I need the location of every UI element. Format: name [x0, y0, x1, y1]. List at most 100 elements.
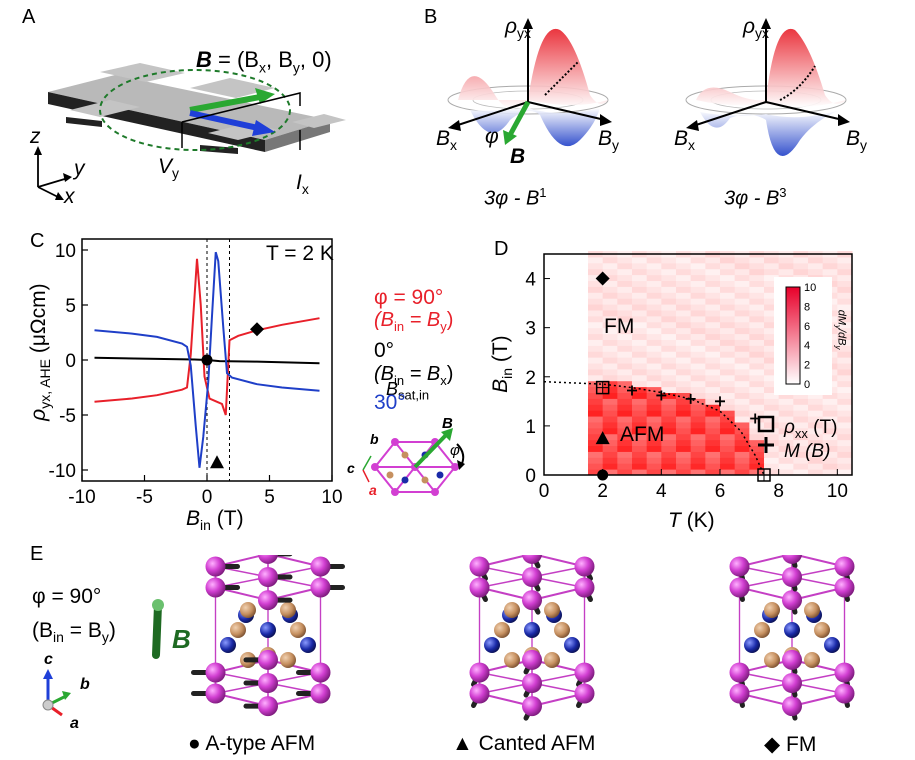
panel-b-surfaces	[447, 18, 850, 156]
heat-cell	[822, 262, 838, 270]
heat-cell	[837, 363, 853, 370]
heat-cell	[632, 433, 648, 441]
e-bin-d: y	[101, 629, 109, 646]
heat-cell	[676, 280, 692, 287]
heat-cell	[778, 469, 794, 476]
l0-b: in	[394, 373, 405, 388]
heat-cell	[749, 392, 765, 399]
heat-cell	[764, 445, 780, 452]
b-right-bx-sub: x	[688, 137, 696, 154]
b-left-rho-sub: yx	[517, 25, 532, 42]
heat-cell	[676, 386, 692, 393]
heat-cell	[588, 327, 604, 335]
heat-cell	[734, 457, 750, 464]
heat-cell	[720, 433, 736, 441]
magenta-atom	[258, 567, 278, 587]
heat-cell	[837, 392, 853, 399]
heat-cell	[749, 469, 765, 476]
heat-cell	[808, 421, 824, 429]
heat-cell	[602, 327, 618, 335]
heat-cell	[749, 439, 765, 447]
cb-db: /dB	[835, 328, 848, 346]
heat-cell	[720, 398, 736, 405]
heat-cell	[734, 256, 750, 264]
heat-cell	[632, 351, 648, 358]
heat-cell	[720, 421, 736, 429]
brown-atom	[804, 602, 820, 618]
heat-cell	[676, 286, 692, 293]
voltage-label: Vy	[158, 156, 179, 180]
heat-cell	[705, 321, 721, 329]
blue-atom	[524, 622, 540, 638]
magenta-atom	[310, 556, 331, 577]
heat-cell	[764, 268, 780, 276]
heat-cell	[588, 445, 604, 452]
legend-90: φ = 90°	[374, 286, 444, 309]
b-right-bx-sym: B	[674, 127, 689, 150]
heat-cell	[632, 309, 648, 317]
l90-d: y	[440, 319, 447, 334]
b-right-caption: 3φ - B3	[724, 186, 787, 209]
brown-atom	[754, 622, 770, 638]
heat-cell	[793, 416, 809, 423]
heat-cell	[588, 392, 604, 399]
heat-cell	[602, 451, 618, 458]
heat-cell	[822, 427, 838, 435]
heat-cell	[720, 439, 736, 447]
heat-cell	[793, 463, 809, 470]
heat-cell	[749, 451, 765, 458]
heat-cell	[734, 439, 750, 447]
heat-cell	[588, 374, 604, 382]
heat-cell	[646, 427, 662, 435]
heat-cell	[588, 357, 604, 364]
heat-cell	[764, 463, 780, 470]
heat-cell	[734, 451, 750, 458]
cb-tick-4: 8	[804, 301, 810, 313]
heat-cell	[705, 262, 721, 270]
heat-cell	[632, 368, 648, 376]
heat-cell	[632, 457, 648, 464]
heat-cell	[602, 357, 618, 364]
heat-cell	[646, 410, 662, 417]
c-xl-sub: in	[200, 517, 211, 534]
heat-cell	[617, 345, 633, 352]
heat-cell	[778, 268, 794, 276]
d-legend-cross-icon	[758, 437, 774, 453]
heat-cell	[734, 398, 750, 405]
field-eq-rest: = (B	[218, 47, 259, 72]
magenta-atom	[574, 577, 595, 598]
d-ytick-label-0: 0	[525, 466, 536, 487]
heat-cell	[749, 256, 765, 264]
heat-cell	[617, 286, 633, 293]
heat-cell	[705, 380, 721, 388]
heat-cell	[705, 433, 721, 441]
heat-cell	[617, 268, 633, 276]
heat-cell	[720, 304, 736, 311]
d-l-rho: ρ	[784, 417, 795, 438]
heat-cell	[822, 439, 838, 447]
heat-cell	[705, 286, 721, 293]
heat-cell	[749, 404, 765, 411]
heat-cell	[588, 469, 604, 476]
axis-y-label: y	[74, 157, 85, 180]
d-xtick-label-1: 2	[597, 481, 608, 502]
c-xl-unit: (T)	[210, 507, 244, 530]
magenta-atom	[258, 696, 278, 717]
heat-cell	[749, 463, 765, 470]
heat-cell	[646, 345, 662, 352]
heat-cell	[690, 357, 706, 364]
magenta-atom	[834, 662, 855, 683]
d-xtick-label-5: 10	[827, 481, 848, 502]
heat-cell	[749, 315, 765, 323]
b-right-rho-sym: ρ	[743, 15, 756, 38]
heat-cell	[837, 292, 853, 299]
field-eq-x: x	[258, 59, 266, 76]
magenta-atom	[782, 649, 802, 670]
b-right-by: By	[846, 128, 867, 152]
heat-cell	[661, 451, 677, 458]
caption-canted-text: Canted AFM	[472, 732, 596, 755]
blue-atom	[300, 637, 316, 653]
heat-cell	[734, 309, 750, 317]
heat-cell	[822, 457, 838, 464]
heat-cell	[690, 445, 706, 452]
